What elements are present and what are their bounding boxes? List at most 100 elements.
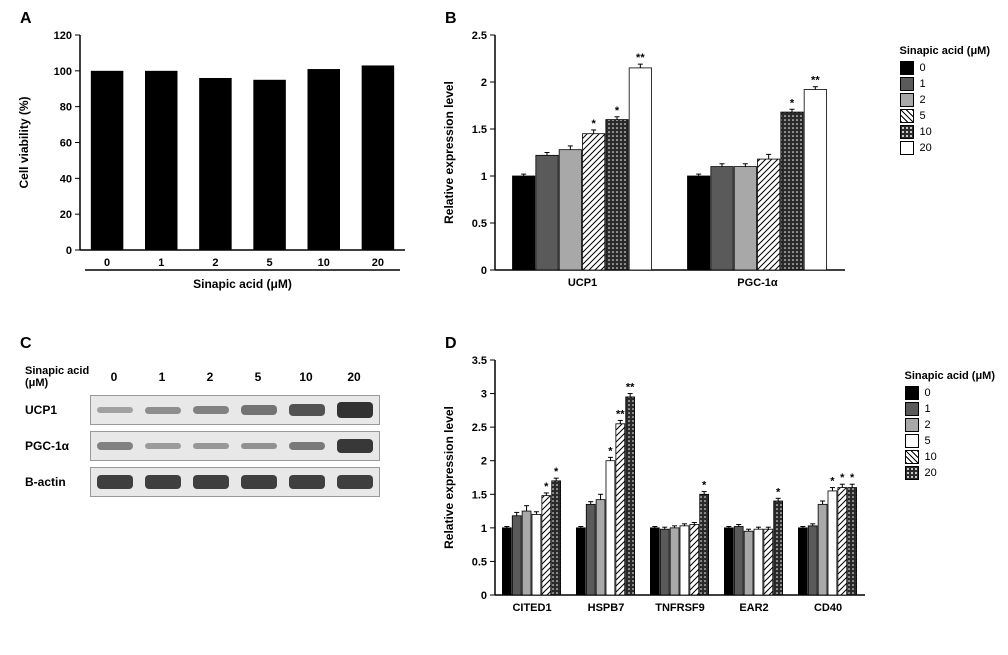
panel-d-legend: Sinapic acid (μM) 01251020: [905, 370, 995, 482]
blot-lane: [283, 468, 331, 496]
blot-label: B-actin: [25, 475, 90, 489]
blot-band: [337, 402, 373, 417]
blot-lane: [187, 396, 235, 424]
svg-text:2: 2: [481, 77, 487, 89]
legend-swatch: [900, 125, 914, 139]
svg-text:1.5: 1.5: [472, 489, 487, 501]
svg-text:EAR2: EAR2: [739, 602, 768, 614]
legend-item: 1: [905, 402, 995, 416]
legend-item: 10: [900, 125, 990, 139]
legend-swatch: [905, 450, 919, 464]
blot-lane: [235, 432, 283, 460]
svg-text:20: 20: [60, 209, 72, 221]
blot-lane: [91, 468, 139, 496]
svg-text:0.5: 0.5: [472, 218, 487, 230]
panel-b-chart: 00.511.522.5****UCP1***PGC-1αRelative ex…: [435, 10, 855, 310]
legend-swatch: [900, 77, 914, 91]
svg-text:*: *: [850, 472, 855, 484]
legend-title-b: Sinapic acid (μM): [900, 45, 990, 57]
svg-text:3.5: 3.5: [472, 355, 487, 367]
legend-item: 0: [900, 61, 990, 75]
svg-text:CD40: CD40: [814, 602, 842, 614]
svg-text:2.5: 2.5: [472, 30, 487, 42]
svg-text:0.5: 0.5: [472, 556, 487, 568]
legend-swatch: [905, 418, 919, 432]
figure-container: A 02040608010012001251020Sinapic acid (μ…: [10, 10, 998, 655]
svg-text:*: *: [608, 445, 613, 457]
svg-text:0: 0: [481, 265, 487, 277]
legend-swatch: [900, 61, 914, 75]
svg-text:PGC-1α: PGC-1α: [737, 277, 778, 289]
lane-header: 20: [330, 370, 378, 384]
svg-text:10: 10: [318, 257, 330, 269]
blot-band: [97, 407, 133, 412]
svg-text:*: *: [830, 476, 835, 488]
blot-lanes: [90, 467, 380, 497]
legend-swatch: [905, 466, 919, 480]
svg-text:1: 1: [481, 171, 487, 183]
blot-label: PGC-1α: [25, 439, 90, 453]
blot-lane: [283, 396, 331, 424]
legend-label: 10: [920, 126, 932, 138]
svg-text:*: *: [790, 97, 795, 109]
blot-lane: [331, 396, 379, 424]
svg-text:HSPB7: HSPB7: [588, 602, 625, 614]
blot-lane: [331, 432, 379, 460]
blot-band: [289, 442, 325, 451]
svg-text:**: **: [626, 382, 635, 394]
legend-swatch: [905, 386, 919, 400]
svg-text:80: 80: [60, 102, 72, 114]
svg-text:20: 20: [372, 257, 384, 269]
lane-header: 10: [282, 370, 330, 384]
legend-item: 0: [905, 386, 995, 400]
svg-text:3: 3: [481, 389, 487, 401]
panel-c: C Sinapic acid (μM) 01251020 UCP1PGC-1αB…: [10, 335, 430, 655]
svg-text:UCP1: UCP1: [568, 277, 597, 289]
svg-text:40: 40: [60, 173, 72, 185]
svg-text:0: 0: [104, 257, 110, 269]
svg-text:2.5: 2.5: [472, 422, 487, 434]
legend-label: 0: [925, 387, 931, 399]
panel-a: A 02040608010012001251020Sinapic acid (μ…: [10, 10, 430, 330]
svg-text:2: 2: [212, 257, 218, 269]
svg-text:**: **: [811, 75, 820, 87]
blot-band: [193, 475, 229, 489]
legend-item: 5: [905, 434, 995, 448]
blot-band: [145, 407, 181, 414]
blot-lane: [331, 468, 379, 496]
blot-row: PGC-1α: [25, 431, 430, 461]
svg-text:*: *: [840, 472, 845, 484]
svg-text:1: 1: [158, 257, 164, 269]
legend-label: 1: [925, 403, 931, 415]
legend-label: 5: [925, 435, 931, 447]
blot-lane: [283, 432, 331, 460]
blot-lane: [235, 396, 283, 424]
svg-text:1.5: 1.5: [472, 124, 487, 136]
blot-band: [337, 475, 373, 489]
blot-band: [241, 443, 277, 450]
blot-band: [193, 406, 229, 414]
blot-lane: [139, 396, 187, 424]
blot-band: [97, 442, 133, 450]
blot-row: B-actin: [25, 467, 430, 497]
svg-text:Relative expression level: Relative expression level: [442, 81, 456, 224]
blot-lane: [139, 468, 187, 496]
panel-b: B 00.511.522.5****UCP1***PGC-1αRelative …: [435, 10, 995, 330]
svg-text:120: 120: [54, 30, 72, 42]
blot-band: [289, 404, 325, 416]
svg-text:*: *: [544, 481, 549, 493]
blot-band: [193, 443, 229, 449]
blot-row: UCP1: [25, 395, 430, 425]
blot-band: [337, 439, 373, 454]
svg-text:Sinapic acid (μM): Sinapic acid (μM): [193, 277, 292, 291]
legend-item: 2: [905, 418, 995, 432]
legend-label: 2: [925, 419, 931, 431]
blot-lane: [187, 432, 235, 460]
svg-text:60: 60: [60, 138, 72, 150]
panel-d-label: D: [445, 335, 457, 353]
legend-label: 1: [920, 78, 926, 90]
svg-text:0: 0: [66, 245, 72, 257]
panel-c-label: C: [20, 335, 32, 353]
svg-text:CITED1: CITED1: [512, 602, 551, 614]
svg-text:*: *: [776, 486, 781, 498]
